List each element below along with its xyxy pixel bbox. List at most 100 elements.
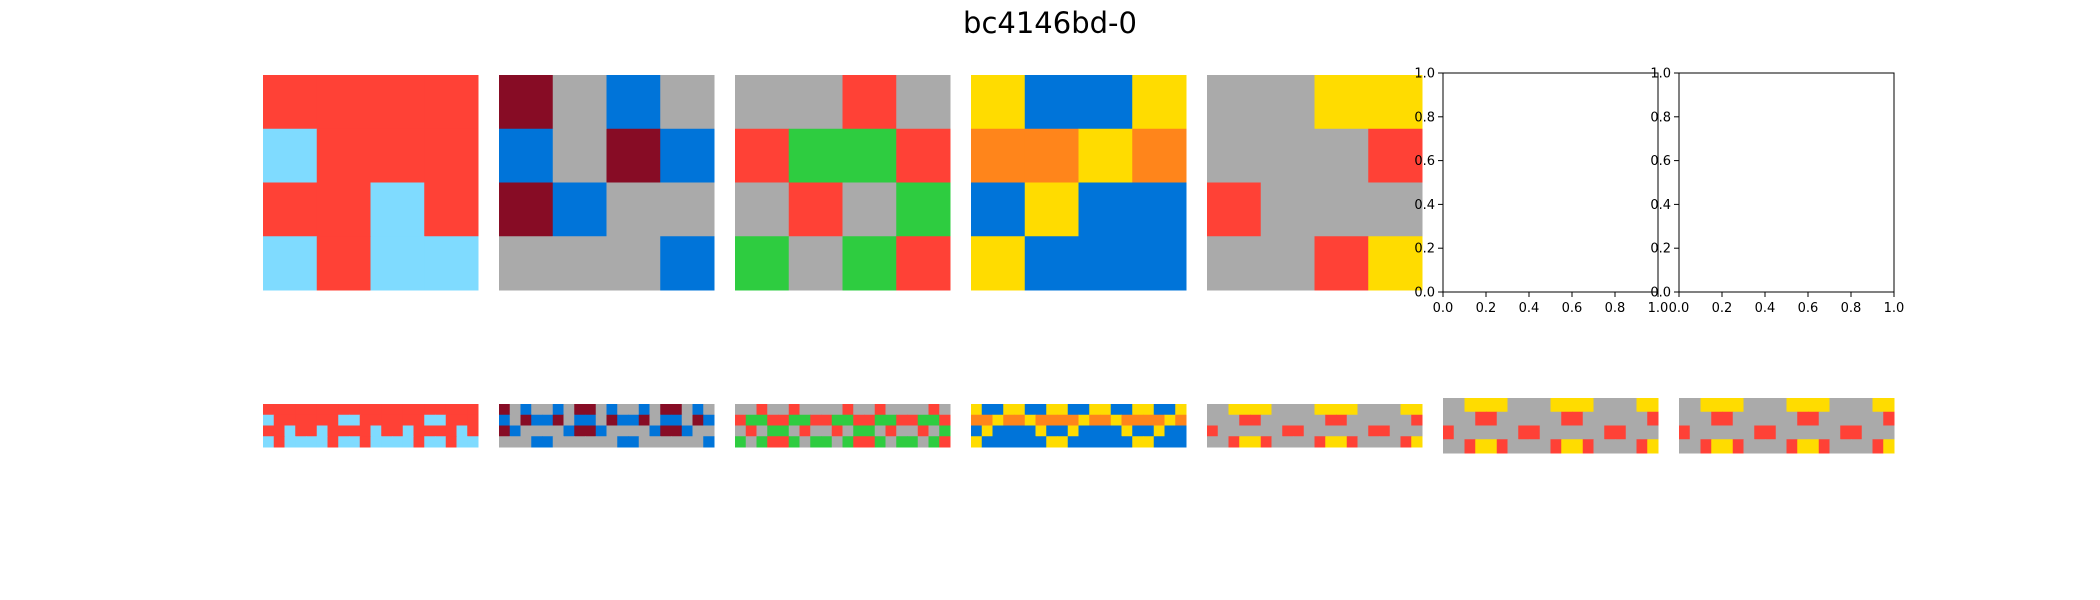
grid-cell bbox=[842, 425, 854, 437]
grid-cell bbox=[1110, 436, 1122, 448]
grid-cell bbox=[1539, 425, 1551, 440]
grid-cell bbox=[1711, 411, 1723, 426]
grid-cell bbox=[1207, 425, 1219, 437]
grid-cell bbox=[1679, 439, 1691, 454]
grid-cell bbox=[1067, 414, 1079, 426]
grid-cell bbox=[1572, 425, 1584, 440]
grid-cell bbox=[992, 425, 1004, 437]
grid-cell bbox=[1282, 414, 1294, 426]
y-tick-label: 0.0 bbox=[1650, 286, 1671, 301]
grid-cell bbox=[692, 414, 704, 426]
grid-cell bbox=[628, 436, 640, 448]
grid-cell bbox=[628, 425, 640, 437]
grid-cell bbox=[1260, 128, 1315, 183]
grid-cell bbox=[563, 425, 575, 437]
grid-cell bbox=[1207, 404, 1219, 416]
grid-cell bbox=[306, 436, 318, 448]
grid-cell bbox=[864, 425, 876, 437]
grid-cell bbox=[606, 75, 661, 130]
grid-cell bbox=[971, 425, 983, 437]
grid-cell bbox=[842, 182, 897, 237]
grid-cell bbox=[1775, 411, 1787, 426]
grid-cell bbox=[1282, 436, 1294, 448]
grid-cell bbox=[349, 436, 361, 448]
grid-cell bbox=[1024, 75, 1079, 130]
grid-cell bbox=[928, 425, 940, 437]
grid-cell bbox=[1260, 236, 1315, 291]
grid-cell bbox=[1743, 425, 1755, 440]
grid-cell bbox=[1132, 236, 1187, 291]
grid-cell bbox=[853, 414, 865, 426]
input-grid-3 bbox=[735, 75, 951, 291]
grid-cell bbox=[1765, 439, 1777, 454]
grid-cell bbox=[1593, 398, 1605, 413]
grid-cell bbox=[1615, 439, 1627, 454]
grid-cell bbox=[1067, 425, 1079, 437]
grid-cell bbox=[359, 414, 371, 426]
grid-cell bbox=[1507, 411, 1519, 426]
grid-cell bbox=[531, 436, 543, 448]
grid-cell bbox=[349, 414, 361, 426]
grid-cell bbox=[1132, 75, 1187, 130]
axes-frame bbox=[1678, 72, 1895, 293]
grid-cell bbox=[1732, 398, 1744, 413]
grid-cell bbox=[1829, 411, 1841, 426]
grid-cell bbox=[767, 436, 779, 448]
grid-cell bbox=[435, 425, 447, 437]
grid-cell bbox=[649, 436, 661, 448]
grid-cell bbox=[799, 425, 811, 437]
y-tick-label: 0.6 bbox=[1414, 154, 1435, 169]
grid-cell bbox=[1464, 398, 1476, 413]
grid-cell bbox=[1143, 404, 1155, 416]
grid-cell bbox=[1314, 75, 1369, 130]
grid-cell bbox=[1496, 425, 1508, 440]
grid-cell bbox=[1582, 411, 1594, 426]
grid-cell bbox=[971, 236, 1026, 291]
output-grid-3 bbox=[735, 404, 951, 448]
grid-cell bbox=[1207, 128, 1262, 183]
grid-cell bbox=[1647, 439, 1659, 454]
grid-cell bbox=[1121, 436, 1133, 448]
grid-cell bbox=[1228, 436, 1240, 448]
grid-cell bbox=[1786, 411, 1798, 426]
grid-cell bbox=[917, 436, 929, 448]
grid-cell bbox=[1368, 182, 1423, 237]
grid-cell bbox=[531, 425, 543, 437]
grid-cell bbox=[1615, 398, 1627, 413]
grid-cell bbox=[563, 436, 575, 448]
grid-cell bbox=[1003, 414, 1015, 426]
grid-cell bbox=[1550, 439, 1562, 454]
grid-cell bbox=[1400, 436, 1412, 448]
grid-cell bbox=[1100, 425, 1112, 437]
grid-cell bbox=[1346, 436, 1358, 448]
grid-cell bbox=[1518, 398, 1530, 413]
output-grid-4 bbox=[971, 404, 1187, 448]
grid-cell bbox=[1872, 398, 1884, 413]
grid-cell bbox=[1089, 436, 1101, 448]
grid-cell bbox=[392, 414, 404, 426]
grid-cell bbox=[1679, 398, 1691, 413]
grid-cell bbox=[703, 414, 715, 426]
grid-cell bbox=[1582, 439, 1594, 454]
grid-cell bbox=[874, 404, 886, 416]
grid-cell bbox=[338, 436, 350, 448]
grid-cell bbox=[1228, 404, 1240, 416]
grid-cell bbox=[660, 182, 715, 237]
grid-cell bbox=[1786, 398, 1798, 413]
grid-cell bbox=[359, 404, 371, 416]
x-tick-label: 0.2 bbox=[1712, 301, 1733, 316]
grid-cell bbox=[788, 436, 800, 448]
grid-cell bbox=[1561, 411, 1573, 426]
grid-cell bbox=[1389, 436, 1401, 448]
grid-cell bbox=[1700, 439, 1712, 454]
grid-cell bbox=[563, 404, 575, 416]
grid-cell bbox=[1057, 436, 1069, 448]
grid-cell bbox=[1797, 398, 1809, 413]
grid-cell bbox=[638, 404, 650, 416]
grid-cell bbox=[1046, 436, 1058, 448]
grid-cell bbox=[574, 414, 586, 426]
grid-cell bbox=[424, 128, 479, 183]
grid-cell bbox=[1207, 182, 1262, 237]
grid-cell bbox=[1636, 398, 1648, 413]
grid-cell bbox=[381, 414, 393, 426]
